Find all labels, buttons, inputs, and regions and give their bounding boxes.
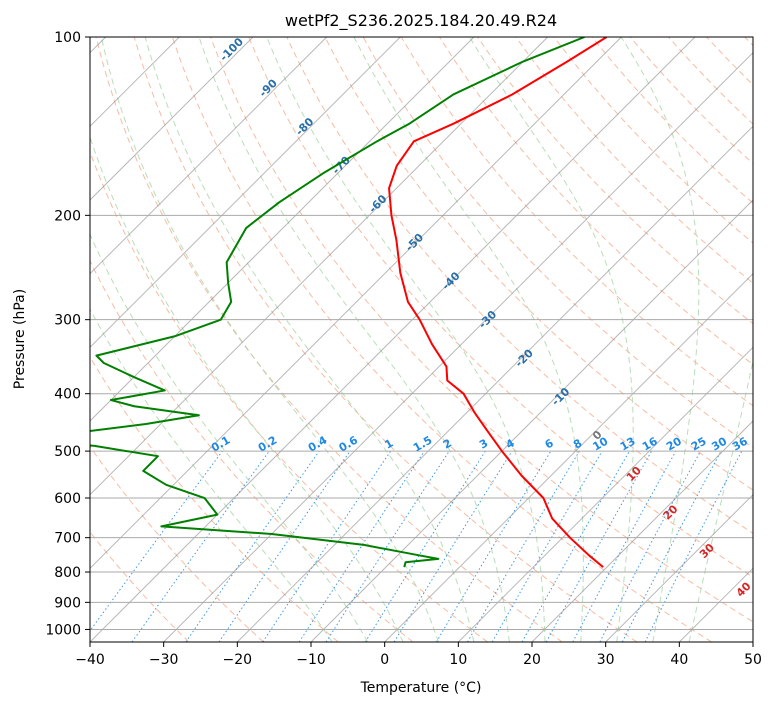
dry-adiabat [133, 37, 638, 642]
plot-frame [89, 36, 754, 643]
mixing-ratio-line [262, 450, 392, 642]
isotherm [605, 493, 753, 642]
isotherm [457, 346, 753, 642]
moist-adiabat [620, 37, 700, 642]
mixing-ratio-lines [90, 450, 743, 642]
isotherm [90, 37, 475, 422]
x-tick-label: −20 [223, 652, 253, 668]
mixing-ratio-line [545, 450, 653, 642]
x-tick-label: −30 [149, 652, 179, 668]
x-tick-label: −40 [75, 652, 105, 668]
y-tick-label: 700 [54, 531, 81, 547]
y-axis: 100 200 300 400 500 600 700 800 900 1000 [45, 30, 90, 638]
x-tick-label: 10 [449, 652, 467, 668]
mixing-ratio-line [572, 450, 677, 642]
y-tick-label: 600 [54, 491, 81, 507]
x-tick-label: −10 [296, 652, 326, 668]
y-axis-title: Pressure (hPa) [12, 289, 28, 389]
x-tick-label: 30 [597, 652, 615, 668]
moist-adiabat [90, 308, 333, 642]
isotherm [163, 51, 753, 642]
x-axis: −40 −30 −20 −10 0 10 20 30 40 50 [75, 642, 762, 668]
x-tick-label: 0 [380, 652, 389, 668]
moist-adiabat [90, 233, 369, 642]
profile-series [90, 37, 608, 568]
dry-adiabat [210, 37, 753, 623]
isobars [90, 37, 753, 630]
x-tick-label: 20 [523, 652, 541, 668]
y-tick-label: 300 [54, 313, 81, 329]
isotherm [90, 37, 328, 275]
x-tick-label: 40 [670, 652, 688, 668]
dry-adiabat [95, 37, 563, 642]
isotherm [90, 37, 696, 642]
chart-title: wetPf2_S236.2025.184.20.49.R24 [285, 11, 557, 31]
moist-adiabat [353, 37, 584, 642]
isotherm [90, 37, 401, 349]
mixing-ratio-line [521, 450, 630, 642]
mixing-ratio-line [90, 450, 223, 632]
y-tick-label: 500 [54, 444, 81, 460]
isotherm [531, 420, 753, 642]
mixing-ratio-line [131, 450, 270, 642]
isotherm [384, 272, 753, 642]
mixing-ratio-line [325, 450, 450, 642]
y-tick-label: 900 [54, 595, 81, 611]
isotherm [90, 37, 622, 570]
y-tick-label: 400 [54, 387, 81, 403]
dry-adiabat [90, 356, 339, 642]
x-tick-label: 50 [744, 652, 762, 668]
moist-adiabat [198, 37, 510, 642]
dry-adiabat [286, 37, 753, 534]
dry-adiabat [90, 259, 414, 642]
dry-adiabat [515, 37, 753, 284]
dry-adiabat [324, 37, 753, 491]
y-tick-label: 200 [54, 208, 81, 224]
mixing-ratio-line [298, 450, 425, 642]
dewpoint-line [90, 37, 585, 568]
dry-adiabats [90, 37, 753, 642]
moist-adiabat [266, 37, 546, 642]
mixing-ratio-line [185, 450, 320, 642]
isotherm [90, 37, 254, 201]
y-tick-label: 800 [54, 565, 81, 581]
mixing-ratio-line [644, 450, 743, 642]
mixing-ratio-line [393, 450, 513, 642]
dry-adiabat [248, 37, 753, 578]
moist-adiabat [90, 135, 404, 642]
moist-adiabats [90, 37, 753, 642]
isotherm [90, 37, 549, 496]
x-axis-title: Temperature (°C) [360, 680, 482, 696]
isotherm [310, 199, 753, 642]
y-tick-label: 1000 [45, 622, 81, 638]
temperature-line [388, 37, 608, 568]
mixing-ratio-line [218, 450, 351, 642]
moist-adiabat [100, 37, 439, 642]
dry-adiabat [90, 445, 264, 642]
moist-adiabat [688, 358, 753, 642]
dry-adiabat [171, 37, 712, 642]
moist-adiabat [144, 37, 475, 642]
y-tick-label: 100 [54, 30, 81, 46]
